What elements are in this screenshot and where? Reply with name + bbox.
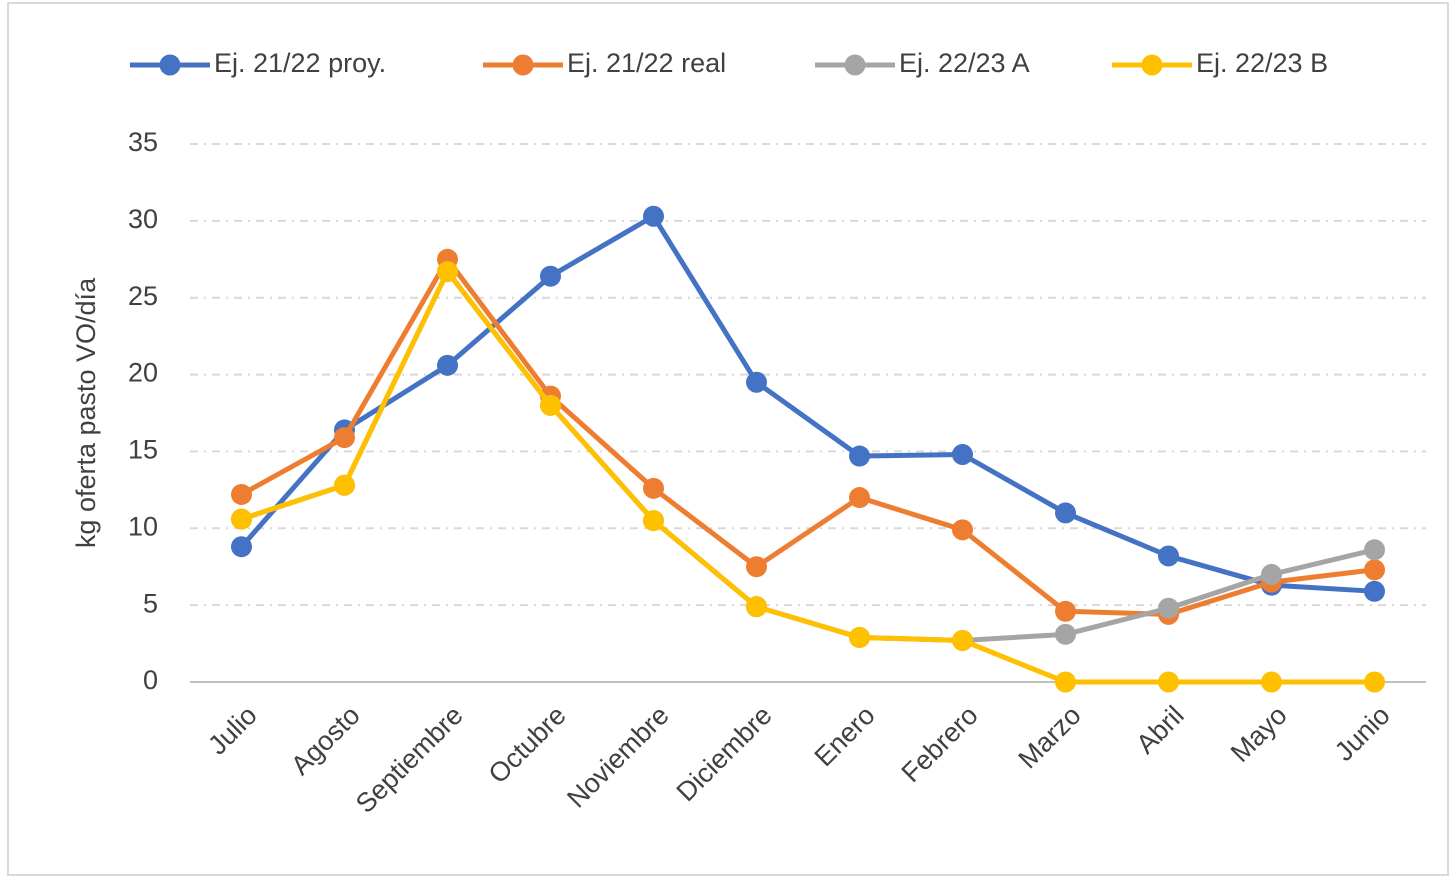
data-point bbox=[952, 629, 973, 651]
data-point bbox=[952, 444, 973, 466]
data-point bbox=[1261, 563, 1282, 585]
data-point bbox=[1364, 580, 1385, 602]
data-point bbox=[746, 556, 767, 578]
data-point bbox=[231, 536, 252, 558]
y-tick-label: 5 bbox=[143, 588, 158, 618]
data-point bbox=[1055, 671, 1076, 693]
legend-marker bbox=[159, 54, 181, 76]
data-point bbox=[540, 265, 561, 287]
data-point bbox=[437, 261, 458, 283]
data-point bbox=[1158, 597, 1179, 619]
series-line bbox=[239, 213, 1375, 594]
legend-label: Ej. 21/22 proy. bbox=[214, 48, 386, 78]
data-point bbox=[231, 508, 252, 530]
data-point bbox=[540, 394, 561, 416]
data-point bbox=[643, 477, 664, 499]
y-tick-label: 20 bbox=[128, 358, 158, 388]
legend-marker bbox=[1141, 54, 1163, 76]
data-point bbox=[746, 596, 767, 618]
y-tick-label: 15 bbox=[128, 435, 158, 465]
data-point bbox=[952, 519, 973, 541]
data-point bbox=[849, 445, 870, 467]
data-point bbox=[1364, 539, 1385, 561]
y-tick-label: 25 bbox=[128, 281, 158, 311]
legend-marker bbox=[512, 54, 534, 76]
data-point bbox=[334, 474, 355, 496]
y-tick-label: 10 bbox=[128, 511, 158, 541]
legend-label: Ej. 22/23 B bbox=[1196, 48, 1328, 78]
y-tick-label: 35 bbox=[128, 127, 158, 157]
series-line bbox=[240, 256, 1375, 617]
data-point bbox=[1261, 671, 1282, 693]
series-line bbox=[240, 269, 1375, 685]
data-point bbox=[1158, 545, 1179, 567]
data-point bbox=[849, 487, 870, 509]
data-point bbox=[1364, 671, 1385, 693]
data-point bbox=[437, 354, 458, 376]
data-point bbox=[334, 427, 355, 449]
data-point bbox=[746, 371, 767, 393]
data-point bbox=[1055, 623, 1076, 645]
data-point bbox=[231, 483, 252, 505]
legend-label: Ej. 21/22 real bbox=[567, 48, 726, 78]
legend-marker bbox=[844, 54, 866, 76]
legend-label: Ej. 22/23 A bbox=[899, 48, 1030, 78]
data-point bbox=[1158, 671, 1179, 693]
data-point bbox=[1364, 559, 1385, 581]
y-tick-label: 0 bbox=[143, 665, 158, 695]
y-tick-label: 30 bbox=[128, 204, 158, 234]
y-axis-label: kg oferta pasto VO/día bbox=[71, 277, 101, 548]
data-point bbox=[1055, 502, 1076, 524]
data-point bbox=[643, 510, 664, 532]
data-point bbox=[1055, 600, 1076, 622]
data-point bbox=[849, 626, 870, 648]
chart-border bbox=[7, 2, 1449, 876]
data-point bbox=[643, 205, 664, 227]
